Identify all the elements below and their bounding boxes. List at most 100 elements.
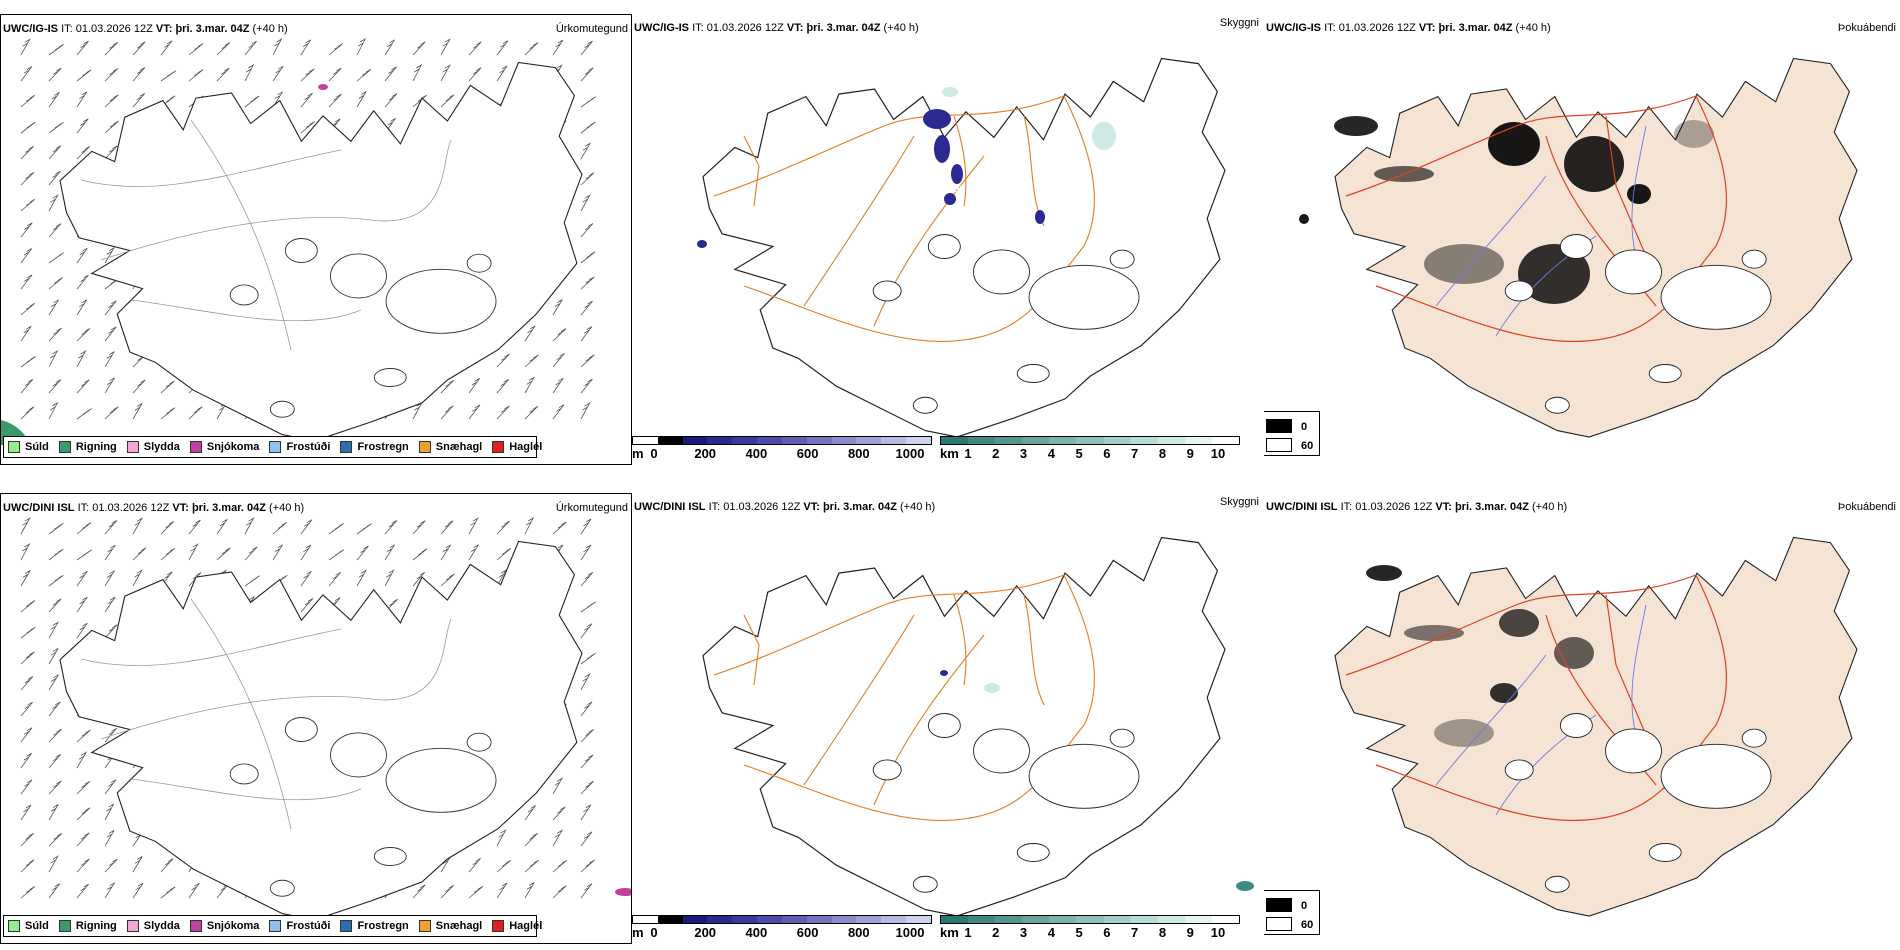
wind-barb xyxy=(20,804,32,821)
wind-barb xyxy=(496,882,508,899)
legend-swatch xyxy=(418,441,431,453)
snow-area xyxy=(615,888,631,896)
wind-barb xyxy=(48,598,62,613)
snow-depth-areas xyxy=(697,109,1045,248)
wind-barb xyxy=(20,886,36,899)
wind-barb xyxy=(48,574,64,587)
wind-barb xyxy=(20,172,35,186)
wind-barb xyxy=(524,42,539,56)
colorbar-bin xyxy=(1130,437,1158,444)
glacier-outline xyxy=(330,732,387,778)
wind-barb xyxy=(160,70,177,82)
glacier-outline xyxy=(872,280,902,302)
colorbar-unit: m xyxy=(632,925,644,940)
wind-barb xyxy=(76,247,88,264)
visibility-panel-row2: UWC/DINI ISL IT: 01.03.2026 12Z VT: þri.… xyxy=(632,493,1264,944)
model-name: UWC/DINI ISL xyxy=(634,501,706,513)
colorbar-bin xyxy=(682,916,708,923)
wind-barb xyxy=(160,380,175,394)
colorbar-bin xyxy=(995,916,1023,923)
visibility-colorbar: km 1 2 3 4 5 6 7 8 9 10 xyxy=(940,436,1240,464)
wind-barb xyxy=(468,886,484,899)
wind-barb xyxy=(20,651,35,665)
it-label: IT: xyxy=(1340,501,1353,513)
wind-barb xyxy=(76,522,92,535)
glacier-outline xyxy=(1544,875,1570,893)
wind-barb xyxy=(104,351,115,368)
colorbar-bin xyxy=(633,916,658,923)
wind-barb xyxy=(580,673,591,691)
wind-barb xyxy=(188,543,199,561)
wind-barb xyxy=(300,92,313,108)
wind-barb xyxy=(300,544,312,561)
wind-barb xyxy=(552,806,566,821)
wind-barb xyxy=(328,67,342,82)
colorbar-tick: 4 xyxy=(1047,925,1055,940)
wind-barb xyxy=(48,883,61,899)
wind-barb xyxy=(20,379,34,394)
wind-barb xyxy=(440,94,455,108)
wind-barb xyxy=(104,544,116,561)
legend-label: Snjókoma xyxy=(206,920,260,932)
wind-barb xyxy=(20,570,31,587)
iceland-coastline xyxy=(702,536,1226,917)
wind-barb xyxy=(412,884,426,899)
wind-barb xyxy=(76,570,88,587)
glacier-outline xyxy=(1741,728,1767,748)
legend-swatch xyxy=(58,920,71,932)
panel-header: UWC/IG-IS IT: 01.03.2026 12Z VT: þri. 3.… xyxy=(634,22,919,34)
colorbar-bin xyxy=(1184,916,1212,923)
colorbar-tick: 3 xyxy=(1019,925,1028,940)
colorbar-tick: 4 xyxy=(1047,446,1055,461)
legend-label: Haglél xyxy=(509,920,543,932)
wind-barb xyxy=(496,353,510,368)
road-line xyxy=(80,149,342,187)
fog-area xyxy=(1434,719,1494,747)
lead-time: (+40 h) xyxy=(883,22,919,34)
wind-barb xyxy=(328,571,342,587)
wind-barb xyxy=(580,223,594,238)
wind-barb xyxy=(496,379,510,394)
colorbar-bin xyxy=(1049,916,1077,923)
vt-value: þri. 3.mar. 04Z xyxy=(822,501,897,513)
low-visibility-area xyxy=(1092,122,1116,150)
wind-barb xyxy=(580,40,593,56)
wind-barb xyxy=(524,516,535,535)
road-line xyxy=(100,139,452,261)
wind-barb xyxy=(580,354,595,368)
colorbar-bin xyxy=(1022,916,1050,923)
wind-barb xyxy=(20,779,33,795)
precip-panel-row2: UWC/DINI ISL IT: 01.03.2026 12Z VT: þri.… xyxy=(0,493,632,944)
legend-swatch xyxy=(269,920,282,932)
legend-item: Snæhagl xyxy=(418,920,482,932)
glacier-outline xyxy=(385,268,497,334)
colorbar-strip xyxy=(940,915,1240,924)
colorbar-tick: 5 xyxy=(1075,925,1083,940)
wind-barb xyxy=(412,520,426,535)
precip-type-legend: Súld Rigning Slydda Snjókoma Frostúði Frostre… xyxy=(3,915,542,937)
wind-barb xyxy=(20,356,36,368)
cloud-legend-swatch-60 xyxy=(1266,917,1292,931)
wind-barb xyxy=(552,377,564,394)
wind-barb xyxy=(384,118,396,134)
wind-barb xyxy=(300,598,314,613)
wind-barb xyxy=(272,521,287,535)
colorbar-tick: 7 xyxy=(1131,446,1139,461)
wind-barb xyxy=(328,523,344,535)
fog-areas xyxy=(1366,565,1594,747)
colorbar-tick: 800 xyxy=(847,925,870,940)
wind-barb xyxy=(76,729,91,743)
wind-barb xyxy=(244,575,261,587)
wind-barb xyxy=(300,519,313,535)
wind-barb xyxy=(440,544,452,561)
wind-barb xyxy=(132,517,144,535)
wind-barb xyxy=(20,832,34,847)
wind-barb xyxy=(412,571,426,587)
cloud-map-row1 xyxy=(1299,57,1858,438)
wind-barb xyxy=(580,780,594,795)
wind-barb xyxy=(48,327,62,342)
wind-barb xyxy=(552,328,567,342)
wind-barb xyxy=(48,780,62,795)
colorbar-tick: 400 xyxy=(745,925,768,940)
cloud-panel-row1: UWC/IG-IS IT: 01.03.2026 12Z VT: þri. 3.… xyxy=(1264,14,1900,465)
